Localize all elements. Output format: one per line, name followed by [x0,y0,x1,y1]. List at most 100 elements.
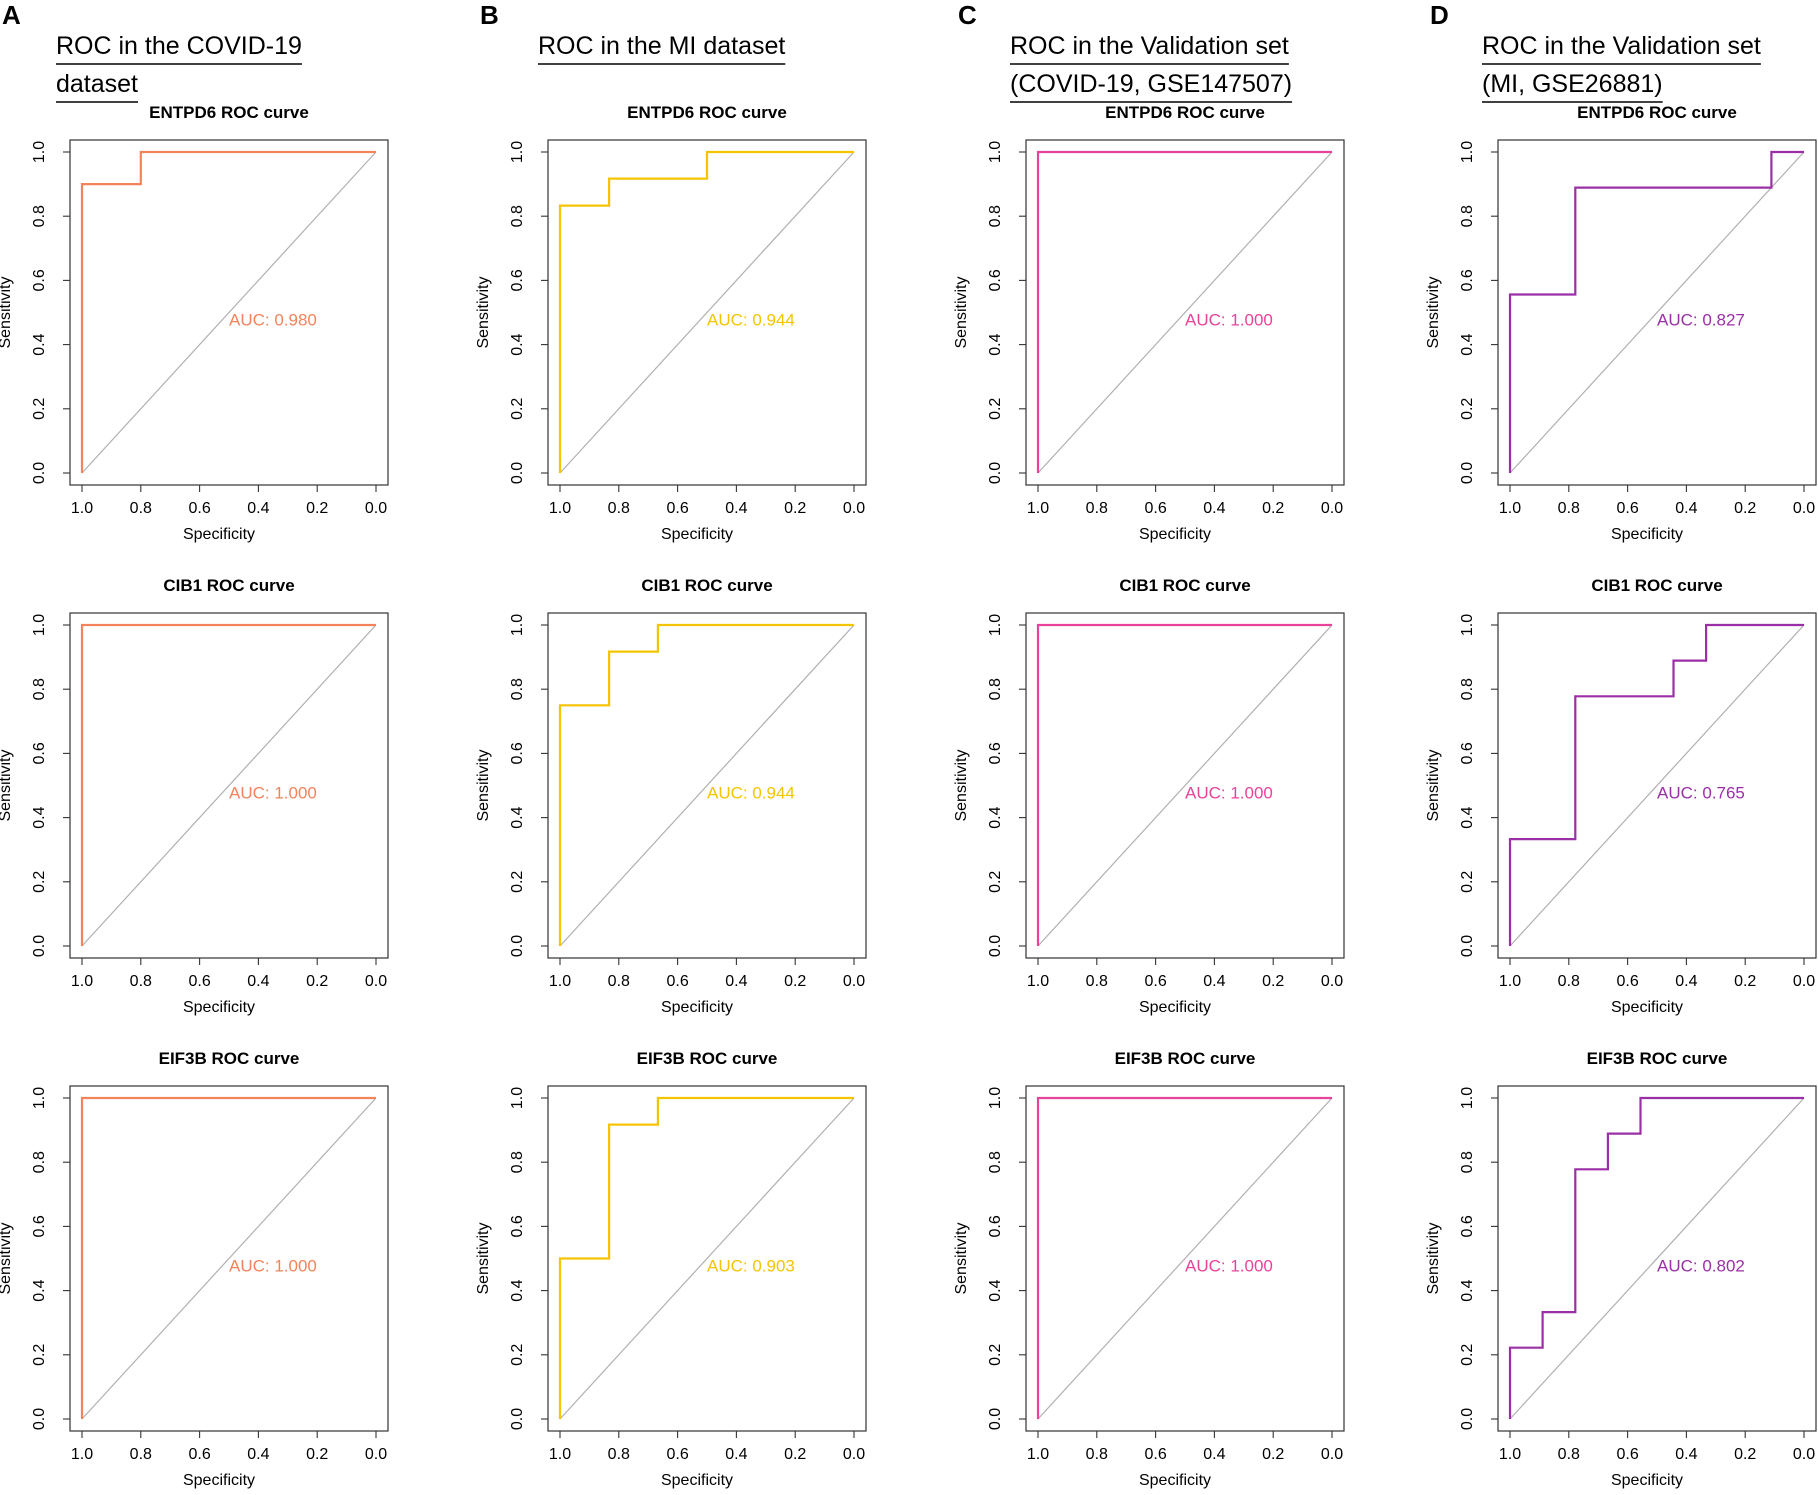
panel-c: C ROC in the Validation set (COVID-19, GSE… [953,0,1345,1489]
panel-heading-line: (MI, GSE26881) [1482,70,1663,98]
y-tick-label: 0.4 [31,1279,48,1301]
auc-label: AUC: 1.000 [1185,783,1273,802]
roc-curve-line [1036,623,1332,946]
diagonal-reference-line [1509,624,1805,947]
diagonal-reference-line [81,1097,377,1420]
x-tick-label: 0.2 [1734,973,1756,990]
panel-letter: C [958,0,977,30]
y-tick-label: 0.2 [31,1344,48,1366]
x-tick-label: 0.4 [1675,973,1697,990]
y-axis-label: Sensitivity [953,276,970,348]
auc-label: AUC: 0.802 [1657,1256,1745,1275]
roc-chart: ENTPD6 ROC curve AUC: 1.000 1.0 0.8 0.6 0.4 0.… [953,103,1345,543]
auc-label: AUC: 0.827 [1657,310,1745,329]
y-tick-label: 0.2 [1459,398,1476,420]
chart-title: CIB1 ROC curve [163,576,294,595]
roc-curve-line [1508,623,1804,946]
chart-title: CIB1 ROC curve [1119,576,1250,595]
x-tick-label: 0.0 [843,500,865,517]
x-tick-label: 0.2 [1734,500,1756,517]
auc-label: AUC: 1.000 [1185,1256,1273,1275]
panel-heading-line: ROC in the Validation set [1010,32,1289,60]
roc-chart: ENTPD6 ROC curve AUC: 0.944 1.0 0.8 0.6 0.4 0.… [475,103,867,543]
panel-d: D ROC in the Validation set (MI, GSE26881)… [1425,0,1817,1489]
x-tick-label: 0.8 [608,973,630,990]
x-tick-label: 1.0 [1027,973,1049,990]
x-tick-label: 0.2 [1262,1446,1284,1463]
x-tick-label: 0.8 [130,973,152,990]
x-axis-label: Specificity [1611,999,1683,1016]
y-tick-label: 0.0 [509,1408,526,1430]
panel-a: A ROC in the COVID-19 dataset ENTPD6 ROC cu… [0,0,389,1489]
y-tick-label: 1.0 [1459,1087,1476,1109]
x-tick-label: 1.0 [549,1446,571,1463]
x-tick-label: 0.0 [1321,1446,1343,1463]
y-tick-label: 0.8 [1459,678,1476,700]
x-tick-label: 0.4 [1203,500,1225,517]
x-axis-label: Specificity [183,999,255,1016]
y-tick-label: 0.2 [987,1344,1004,1366]
y-tick-label: 0.6 [509,742,526,764]
x-tick-label: 0.8 [1086,1446,1108,1463]
x-tick-label: 0.0 [1793,500,1815,517]
roc-chart: CIB1 ROC curve AUC: 0.765 1.0 0.8 0.6 0.4 0.2 0… [1425,576,1817,1016]
x-tick-label: 1.0 [71,500,93,517]
x-tick-label: 0.6 [1616,1446,1638,1463]
x-axis-label: Specificity [1611,526,1683,543]
x-tick-label: 0.2 [784,1446,806,1463]
y-tick-label: 0.6 [31,742,48,764]
y-tick-label: 0.4 [1459,333,1476,355]
y-tick-label: 0.4 [1459,806,1476,828]
y-tick-label: 0.8 [31,678,48,700]
auc-label: AUC: 0.765 [1657,783,1745,802]
x-tick-label: 0.6 [666,500,688,517]
diagonal-reference-line [81,151,377,474]
x-tick-label: 1.0 [1027,1446,1049,1463]
roc-chart: EIF3B ROC curve AUC: 1.000 1.0 0.8 0.6 0.4 0.2… [953,1049,1345,1489]
chart-title: EIF3B ROC curve [1587,1049,1728,1068]
y-tick-label: 1.0 [31,1087,48,1109]
panel-letter: D [1430,0,1449,30]
x-tick-label: 0.4 [1675,500,1697,517]
y-tick-label: 0.2 [987,398,1004,420]
x-axis-label: Specificity [183,1472,255,1489]
y-axis-label: Sensitivity [0,749,14,821]
panel-letter: B [480,0,499,30]
x-axis-label: Specificity [661,526,733,543]
y-tick-label: 0.8 [1459,205,1476,227]
y-tick-label: 0.0 [31,1408,48,1430]
x-tick-label: 0.2 [306,973,328,990]
y-tick-label: 0.6 [31,269,48,291]
y-tick-label: 0.8 [987,205,1004,227]
x-tick-label: 0.8 [1558,500,1580,517]
x-tick-label: 0.2 [1262,973,1284,990]
y-tick-label: 0.4 [31,333,48,355]
y-tick-label: 1.0 [31,614,48,636]
x-tick-label: 0.4 [1203,973,1225,990]
y-tick-label: 0.0 [509,935,526,957]
y-tick-label: 1.0 [987,141,1004,163]
y-axis-label: Sensitivity [0,1222,14,1294]
x-tick-label: 0.0 [843,1446,865,1463]
y-tick-label: 0.4 [987,333,1004,355]
y-tick-label: 1.0 [31,141,48,163]
x-tick-label: 1.0 [1027,500,1049,517]
y-tick-label: 0.6 [1459,742,1476,764]
x-tick-label: 0.0 [1321,973,1343,990]
chart-title: ENTPD6 ROC curve [1105,103,1265,122]
auc-label: AUC: 0.944 [707,310,795,329]
y-tick-label: 0.0 [1459,1408,1476,1430]
y-tick-label: 0.0 [1459,462,1476,484]
roc-chart: EIF3B ROC curve AUC: 0.802 1.0 0.8 0.6 0.4 0.2… [1425,1049,1817,1489]
auc-label: AUC: 1.000 [1185,310,1273,329]
y-tick-label: 0.8 [31,1151,48,1173]
y-axis-label: Sensitivity [1425,1222,1442,1294]
x-tick-label: 0.8 [608,500,630,517]
x-tick-label: 0.8 [1558,973,1580,990]
x-tick-label: 0.4 [725,1446,747,1463]
chart-title: EIF3B ROC curve [1115,1049,1256,1068]
roc-chart: ENTPD6 ROC curve AUC: 0.980 1.0 0.8 0.6 0.4 0.… [0,103,389,543]
y-tick-label: 0.2 [1459,871,1476,893]
x-axis-label: Specificity [1139,1472,1211,1489]
